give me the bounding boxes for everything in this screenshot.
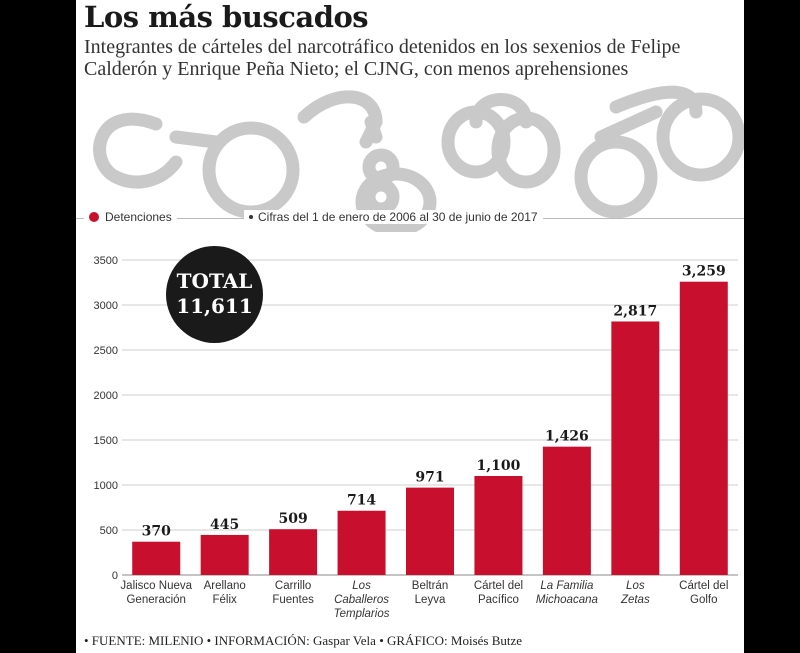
bar-chart: 0 500 1000 1500 2000 2500 3000 3500 370 Jalisco N… [94, 255, 738, 620]
y-tick-label: 0 [112, 570, 118, 582]
x-tick-label: Templarios [334, 608, 390, 620]
data-label: 445 [210, 517, 239, 533]
x-tick-label: Zetas [620, 594, 650, 606]
page-title: Los más buscados [84, 0, 369, 34]
bar [611, 321, 660, 575]
data-label: 370 [142, 524, 171, 540]
x-tick-label: Carrillo [275, 580, 311, 592]
x-tick-label: Caballeros [334, 594, 389, 606]
infographic-panel: Los más buscados Integrantes de cárteles… [76, 0, 744, 653]
x-tick-label: Félix [213, 594, 238, 606]
bar [200, 534, 249, 575]
x-tick-label: Jalisco Nueva [120, 580, 192, 592]
y-tick-label: 2000 [94, 390, 118, 402]
legend-period-note: Cifras del 1 de enero de 2006 al 30 de j… [244, 210, 543, 224]
data-label: 2,817 [613, 303, 657, 319]
bar [269, 529, 318, 575]
data-label: 3,259 [682, 264, 726, 280]
x-tick-label: Arellano [204, 580, 246, 592]
bar [474, 476, 523, 575]
x-tick-label: Golfo [690, 594, 718, 606]
x-tick-label: Los [352, 580, 371, 592]
y-tick-label: 1000 [94, 480, 118, 492]
y-tick-label: 3000 [94, 300, 118, 312]
bar [337, 510, 386, 575]
bar [406, 487, 454, 575]
data-label: 1,426 [545, 429, 589, 445]
y-tick-label: 2500 [94, 345, 118, 357]
y-tick-label: 1500 [94, 435, 118, 447]
handcuffs-illustration [93, 85, 744, 232]
legend: Detenciones Cifras del 1 de enero de 200… [76, 206, 744, 231]
period-note-text: Cifras del 1 de enero de 2006 al 30 de j… [258, 210, 538, 224]
total-badge: TOTAL 11,611 [166, 246, 263, 343]
x-tick-label: Fuentes [272, 594, 314, 606]
x-tick-label: Pacífico [478, 594, 519, 606]
total-label: TOTAL [176, 269, 253, 293]
legend-item-detenciones: Detenciones [84, 210, 177, 224]
x-tick-label: Generación [126, 594, 185, 606]
x-tick-label: Beltrán [412, 580, 448, 592]
bullet-icon [249, 215, 253, 219]
x-tick-label: Leyva [415, 594, 446, 606]
y-tick-label: 3500 [94, 255, 118, 267]
data-label: 509 [278, 511, 307, 527]
y-tick-label: 500 [100, 525, 118, 537]
source-footer: • FUENTE: MILENIO • INFORMACIÓN: Gaspar … [84, 633, 523, 648]
total-value: 11,611 [176, 294, 253, 318]
bar [542, 446, 591, 575]
x-tick-label: Michoacana [536, 594, 598, 606]
bar [679, 281, 728, 575]
x-tick-label: Cártel del [679, 580, 728, 592]
x-tick-label: La Familia [540, 580, 593, 592]
data-label: 971 [415, 470, 444, 486]
page-subtitle: Integrantes de cárteles del narcotráfico… [84, 36, 681, 80]
data-label: 1,100 [477, 458, 521, 474]
x-tick-label: Cártel del [474, 580, 523, 592]
legend-swatch-icon [89, 212, 99, 222]
bar [132, 541, 181, 575]
data-label: 714 [347, 493, 376, 509]
x-tick-label: Los [626, 580, 645, 592]
legend-series-label: Detenciones [105, 210, 172, 224]
